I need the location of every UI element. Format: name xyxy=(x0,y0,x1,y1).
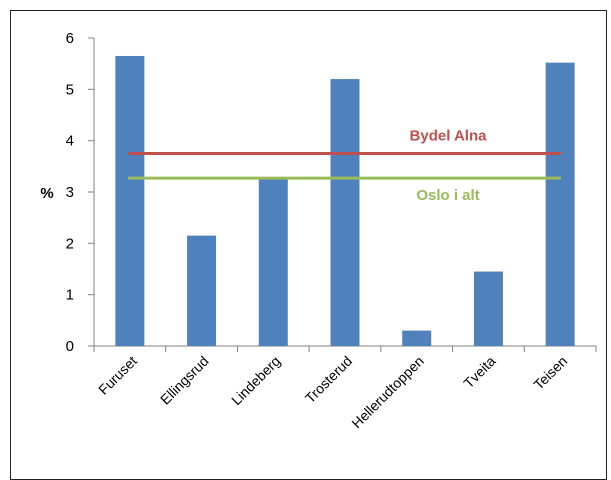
x-tick-label: Ellingsrud xyxy=(157,353,212,408)
y-tick-label: 5 xyxy=(66,81,74,98)
ref-line-label: Bydel Alna xyxy=(410,128,488,145)
bar-trosterud xyxy=(330,79,360,347)
bar-furuset xyxy=(115,55,145,346)
x-tick-label: Lindeberg xyxy=(228,353,283,408)
bar-ellingsrud xyxy=(187,235,217,346)
x-tick-label: Trosterud xyxy=(302,353,355,406)
bar-lindeberg xyxy=(258,179,288,346)
ref-line-label: Oslo i alt xyxy=(416,187,479,204)
bar-teisen xyxy=(545,62,575,346)
chart-bars xyxy=(115,55,575,347)
y-tick-label: 3 xyxy=(66,184,74,201)
y-tick-label: 1 xyxy=(66,287,74,304)
x-tick-label: Furuset xyxy=(95,353,140,398)
y-tick-label: 0 xyxy=(66,338,74,355)
y-tick-label: 4 xyxy=(66,133,74,150)
chart-axes xyxy=(88,37,597,352)
x-tick-label: Teisen xyxy=(530,353,570,393)
y-tick-label: 6 xyxy=(66,30,74,47)
bar-tveita xyxy=(473,271,503,346)
y-tick-label: 2 xyxy=(66,235,74,252)
x-tick-label: Hellerudtoppen xyxy=(348,353,426,431)
bar-chart: 0 1 2 3 4 5 6% Furuset Ellingsrud Lindeberg Troste… xyxy=(40,30,597,431)
y-axis-label: % xyxy=(40,185,53,202)
bar-hellerudtoppen xyxy=(402,330,432,346)
x-tick-label: Tveita xyxy=(460,353,498,391)
reference-lines xyxy=(128,152,561,180)
